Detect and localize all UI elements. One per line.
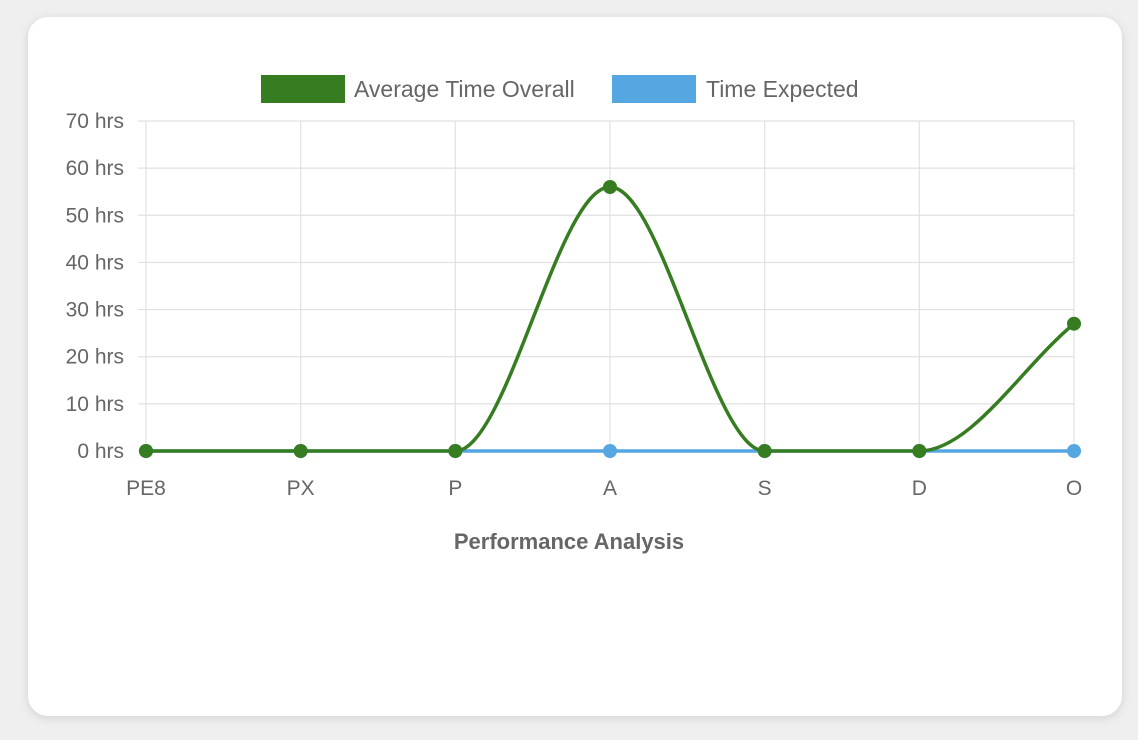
x-tick-label: A — [603, 477, 617, 500]
axes: 0 hrs 10 hrs 20 hrs 30 hrs 40 hrs 50 hrs 60 hr… — [66, 110, 1083, 500]
data-point-o[interactable] — [1067, 316, 1081, 331]
x-tick-label: PX — [287, 477, 315, 500]
legend-label[interactable]: Average Time Overall — [354, 76, 575, 102]
data-point-p[interactable] — [448, 444, 463, 458]
y-tick-label: 10 hrs — [66, 393, 124, 416]
y-tick-label: 40 hrs — [66, 251, 124, 274]
grid — [138, 120, 1075, 459]
x-tick-label: O — [1066, 477, 1082, 500]
series-average-time-overall — [139, 180, 1081, 458]
data-point-pe8[interactable] — [139, 444, 153, 458]
chart-card — [28, 17, 1122, 716]
data-point-d[interactable] — [912, 444, 927, 458]
y-tick-label: 30 hrs — [66, 299, 124, 322]
legend-swatch[interactable] — [261, 75, 345, 103]
data-point-a[interactable] — [603, 444, 617, 458]
data-point-px[interactable] — [293, 444, 308, 458]
x-tick-label: S — [758, 477, 772, 500]
y-tick-label: 0 hrs — [77, 440, 124, 463]
x-axis-label: Performance Analysis — [454, 529, 684, 554]
data-point-a[interactable] — [603, 180, 617, 194]
x-tick-label: P — [448, 477, 462, 500]
x-tick-label: D — [912, 477, 927, 500]
x-tick-label: PE8 — [126, 477, 166, 500]
y-tick-label: 50 hrs — [66, 204, 124, 227]
y-tick-label: 20 hrs — [66, 346, 124, 369]
y-tick-label: 70 hrs — [66, 110, 124, 133]
data-point-o[interactable] — [1067, 444, 1081, 458]
data-point-s[interactable] — [757, 444, 772, 458]
series — [139, 180, 1081, 458]
legend-swatch[interactable] — [612, 75, 696, 103]
legend-label[interactable]: Time Expected — [706, 76, 859, 102]
legend: Average Time Overall Time Expected — [261, 75, 859, 103]
y-tick-label: 60 hrs — [66, 157, 124, 180]
